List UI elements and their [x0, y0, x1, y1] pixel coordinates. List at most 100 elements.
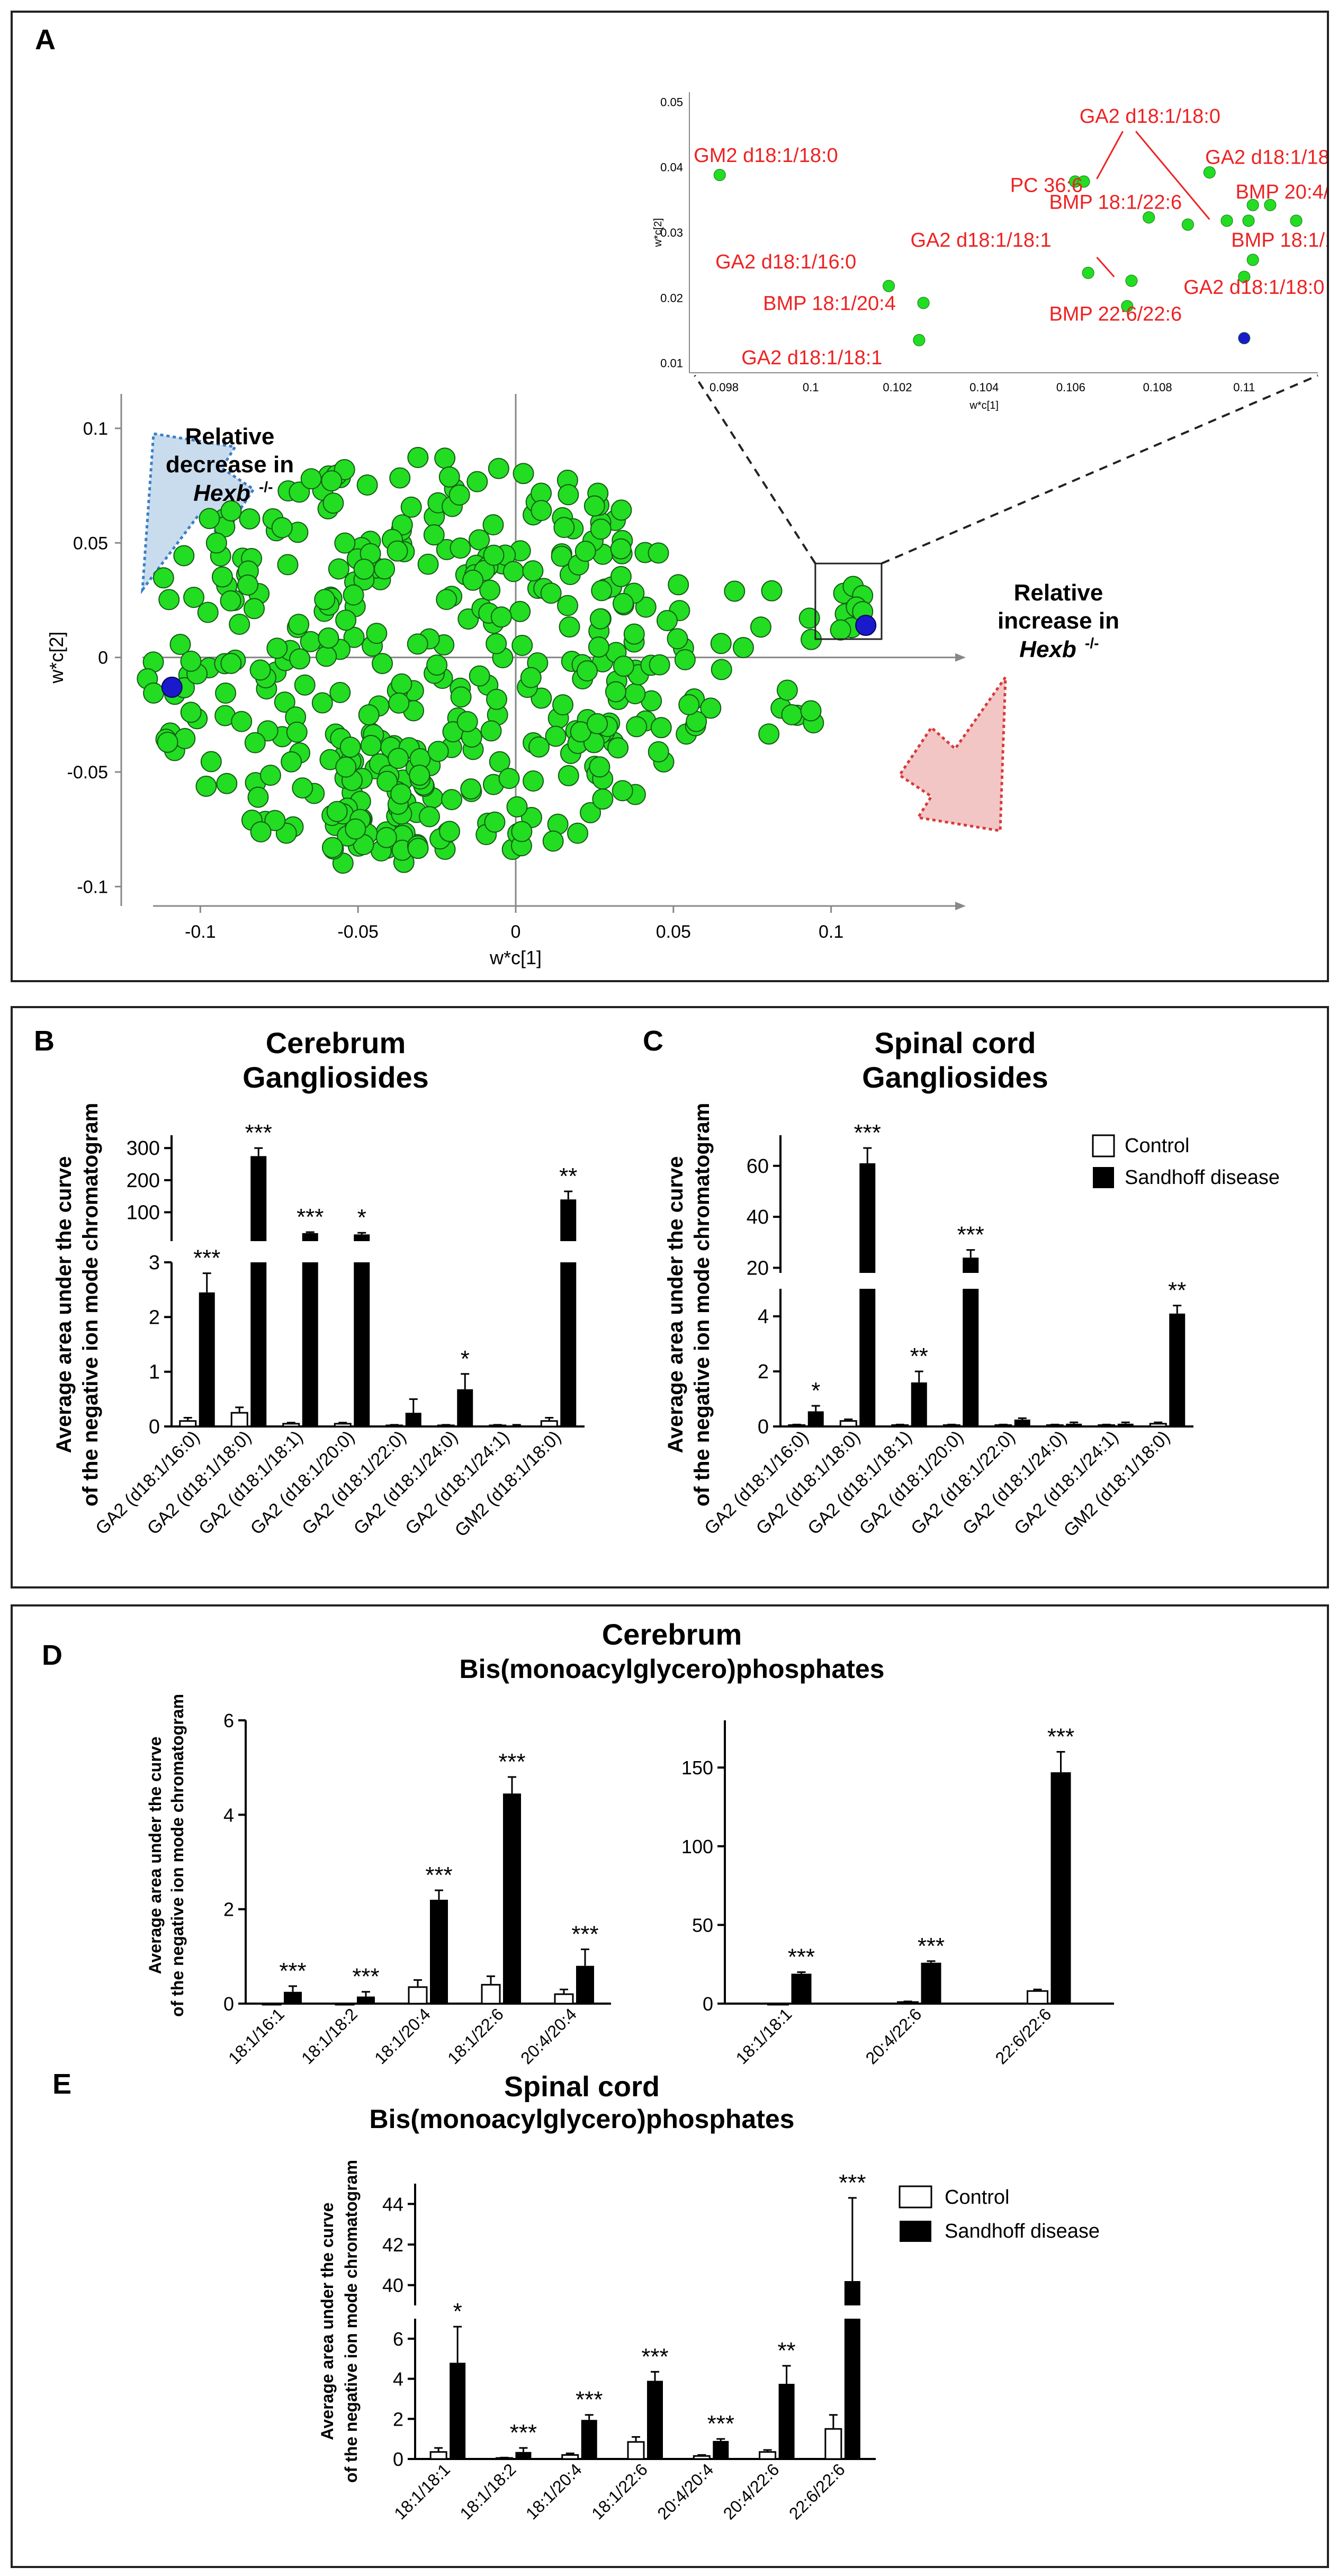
y-tick-label: 200	[127, 1170, 160, 1192]
panel-de: D Cerebrum Bis(monoacylglycero)phosphates A…	[11, 1604, 1329, 2568]
data-point	[509, 600, 531, 622]
increase-label-genotype: -/-	[1085, 635, 1099, 651]
panel-b-label: B	[34, 1025, 55, 1057]
data-point	[300, 468, 322, 490]
data-point	[469, 665, 490, 687]
sandhoff-bar	[1117, 1423, 1134, 1426]
data-point	[271, 517, 293, 538]
data-point	[479, 579, 501, 601]
y-tick-label: 40	[382, 2275, 403, 2296]
x-tick-label: -0.05	[337, 922, 379, 942]
data-point	[316, 645, 337, 667]
inset-point	[1246, 199, 1259, 211]
data-point	[353, 559, 375, 580]
inset-annotation: BMP 18:1/20:4	[763, 293, 896, 315]
y-tick-label: 3	[149, 1252, 160, 1274]
data-point	[540, 582, 562, 604]
data-point	[576, 660, 598, 682]
data-point	[710, 633, 732, 654]
x-axis-title: w*c[1]	[489, 947, 542, 968]
data-point	[376, 770, 398, 792]
data-point	[417, 553, 439, 575]
panel-d-title: Cerebrum	[602, 1618, 742, 1651]
data-point	[375, 827, 397, 848]
data-point	[610, 499, 632, 521]
data-point	[700, 697, 722, 719]
control-bar	[1149, 1423, 1167, 1428]
panel-a-label: A	[35, 24, 56, 56]
data-point	[490, 606, 512, 628]
data-point	[339, 737, 361, 758]
data-point	[486, 633, 507, 654]
panel-c-title: Spinal cord	[875, 1026, 1036, 1060]
category-label: 18:1/18:1	[732, 2004, 796, 2068]
data-point	[321, 470, 343, 492]
data-point	[180, 650, 202, 672]
legend-sandhoff-label: Sandhoff disease	[1125, 1166, 1280, 1189]
inset-x-tick-label: 0.11	[1233, 381, 1255, 394]
data-point	[623, 623, 645, 645]
data-point	[220, 652, 242, 674]
panel-a-scatter: -0.1 -0.05 0 0.05 0.1 0.1 0.05 0 -0.05 -0.1 w*c[1]…	[46, 92, 1327, 968]
inset-point	[1242, 214, 1255, 227]
data-point	[558, 765, 579, 786]
data-point	[460, 778, 482, 800]
control-bar	[179, 1420, 197, 1428]
category-label: 18:1/20:4	[522, 2460, 586, 2523]
inset-x-tick-label: 0.108	[1143, 381, 1172, 394]
sandhoff-bar	[302, 1262, 318, 1426]
data-point	[552, 694, 574, 716]
data-point	[488, 457, 509, 479]
significance-marker: ***	[854, 1120, 881, 1146]
data-point	[612, 593, 634, 614]
data-point	[489, 751, 510, 773]
sandhoff-bar	[1169, 1313, 1186, 1426]
data-point	[589, 608, 611, 630]
data-point	[216, 773, 238, 794]
data-point	[292, 777, 313, 799]
inset-point	[713, 169, 726, 182]
significance-marker: **	[559, 1163, 577, 1189]
inset-annotation-arrow	[1096, 256, 1115, 277]
sandhoff-bar	[807, 1411, 824, 1426]
legend-sandhoff-swatch	[900, 2221, 931, 2242]
decrease-label-genotype: -/-	[259, 479, 273, 495]
control-bar	[230, 1412, 248, 1428]
data-point	[466, 471, 488, 492]
y-tick-label: 300	[127, 1137, 160, 1160]
decrease-label-hexb: Hexb	[193, 480, 250, 506]
y-tick-label: 4	[223, 1804, 234, 1826]
panel-c-subtitle: Gangliosides	[862, 1061, 1048, 1094]
control-bar	[767, 2003, 789, 2006]
inset-x-tick-label: 0.102	[883, 381, 912, 394]
panel-b-ylabel-2: of the negative ion mode chromatogram	[79, 1103, 102, 1506]
sandhoff-bar	[405, 1413, 421, 1426]
data-point	[423, 524, 445, 546]
sandhoff-bar	[791, 1973, 812, 2004]
data-point	[648, 542, 669, 564]
y-tick-label: 0.05	[73, 533, 108, 553]
data-point	[387, 540, 408, 562]
sandhoff-bar	[844, 2319, 860, 2459]
data-point	[434, 447, 456, 469]
sandhoff-bar	[576, 1965, 594, 2004]
data-point	[456, 711, 478, 732]
data-point	[438, 466, 460, 488]
data-point	[502, 561, 524, 582]
control-bar	[897, 2001, 919, 2005]
sandhoff-bar	[199, 1292, 215, 1426]
data-point	[781, 704, 803, 725]
x-tick-label: 0.1	[819, 922, 843, 942]
inset-x-tick-label: 0.104	[969, 381, 999, 394]
increase-label-hexb: Hexb	[1019, 636, 1076, 662]
sandhoff-bar	[963, 1289, 979, 1426]
sandhoff-bar-upper	[859, 1163, 876, 1273]
panel-c-ylabel-2: of the negative ion mode chromatogram	[690, 1103, 714, 1506]
category-label: 22:6/22:6	[785, 2460, 849, 2523]
data-point	[211, 566, 233, 588]
data-point	[215, 683, 237, 704]
significance-marker: *	[453, 2299, 462, 2324]
inset-point	[1290, 214, 1303, 227]
zoom-connector-right	[881, 374, 1318, 565]
data-point	[288, 614, 310, 635]
